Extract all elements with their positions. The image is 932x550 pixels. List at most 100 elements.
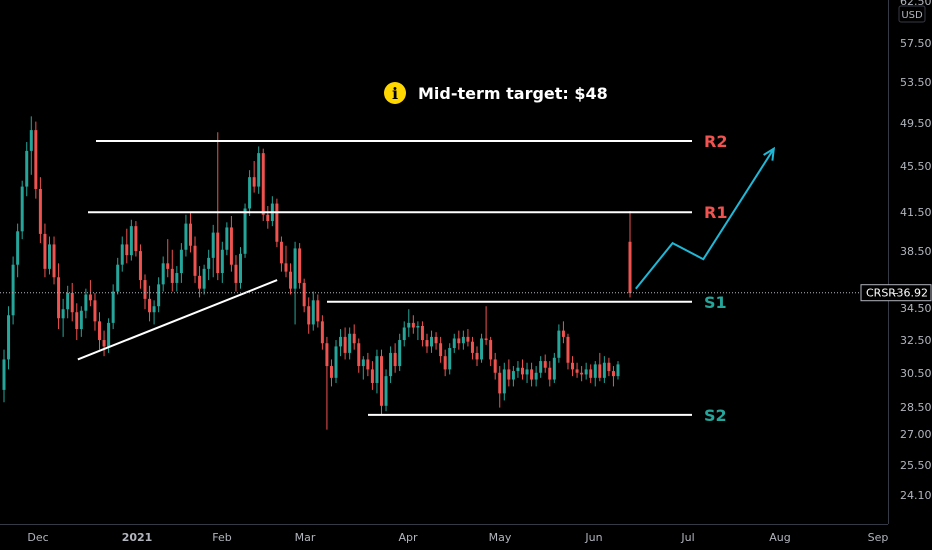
candle-body <box>88 294 92 301</box>
info-icon-glyph: i <box>392 84 398 103</box>
candle-body <box>302 282 306 307</box>
time-tick-label: Feb <box>212 531 231 544</box>
candle <box>120 236 124 272</box>
candle <box>516 361 520 378</box>
candle <box>79 306 83 337</box>
candle-body <box>229 227 233 265</box>
level-label-r1: R1 <box>704 203 727 222</box>
candle-body <box>220 249 224 274</box>
candle <box>611 366 615 387</box>
candle <box>207 249 211 281</box>
candle-body <box>134 226 138 252</box>
candle <box>302 278 306 313</box>
candle <box>470 336 474 360</box>
candle-body <box>239 253 243 283</box>
level-label-r2: R2 <box>704 132 727 151</box>
candle-body <box>84 294 88 311</box>
candle <box>507 359 511 387</box>
candle <box>175 266 179 292</box>
target-annotation[interactable]: i Mid-term target: $48 <box>384 82 608 104</box>
candle <box>152 300 156 325</box>
candle-body <box>580 372 584 375</box>
candle-body <box>93 300 97 322</box>
candle <box>125 228 129 264</box>
candle-body <box>361 359 365 367</box>
candle <box>443 349 447 377</box>
time-tick-label: Apr <box>398 531 418 544</box>
candle <box>38 177 42 244</box>
candle-body <box>2 359 6 390</box>
price-tick-label: 24.10 <box>900 489 932 502</box>
candle <box>257 146 261 194</box>
time-tick-label: May <box>489 531 512 544</box>
candle-body <box>279 241 283 264</box>
candle-body <box>434 336 438 344</box>
time-tick-label: Mar <box>295 531 316 544</box>
candle <box>43 223 47 278</box>
price-axis[interactable]: 62.50 57.50 53.50 49.50 45.50 41.50 38.50 34.50… <box>900 0 932 502</box>
candle-body <box>266 214 270 222</box>
currency-badge <box>898 5 926 23</box>
candle-body <box>425 340 429 347</box>
candle <box>361 356 365 380</box>
candle <box>75 303 79 341</box>
candle <box>275 198 279 248</box>
time-axis[interactable]: Dec 2021 Feb Mar Apr May Jun Jul Aug Sep <box>27 531 888 544</box>
candle <box>298 243 302 289</box>
candle-body <box>170 268 174 283</box>
candle <box>484 306 488 345</box>
candle <box>575 362 579 378</box>
candle-body <box>79 310 83 330</box>
candle-body <box>607 362 611 372</box>
candle <box>70 282 74 322</box>
candle <box>352 324 356 350</box>
candle <box>498 366 502 408</box>
candle-body <box>493 359 497 373</box>
candle-body <box>47 244 51 269</box>
candle-body <box>561 330 565 337</box>
price-tick-label: 57.50 <box>900 37 932 50</box>
candle-body <box>375 356 379 383</box>
candle-body <box>325 343 329 367</box>
candle <box>289 263 293 295</box>
projection-path[interactable] <box>635 148 775 290</box>
candle <box>329 359 333 387</box>
candle-body <box>38 188 42 234</box>
candle-body <box>398 340 402 367</box>
time-tick-label: Jun <box>584 531 602 544</box>
candle-body <box>43 233 47 269</box>
candle-body <box>216 232 220 274</box>
candle-body <box>475 352 479 360</box>
candle <box>452 333 456 353</box>
candle-body <box>575 369 579 373</box>
candle <box>571 356 575 377</box>
candle <box>170 249 174 292</box>
price-tick-label: 32.50 <box>900 334 932 347</box>
candle-body <box>102 340 106 347</box>
price-tick-label: 45.50 <box>900 160 932 173</box>
candle <box>480 333 484 363</box>
info-icon <box>384 82 406 104</box>
candle-body <box>334 346 338 378</box>
candle-body <box>29 130 33 151</box>
candle <box>552 352 556 383</box>
candle <box>143 274 147 310</box>
candle <box>239 247 243 289</box>
candle <box>461 330 465 350</box>
price-tick-label: 38.50 <box>900 245 932 258</box>
candle <box>193 236 197 283</box>
candle-body <box>593 364 597 378</box>
candle <box>184 214 188 257</box>
candle <box>539 356 543 378</box>
candle-body <box>343 336 347 353</box>
candle <box>389 346 393 383</box>
price-tick-label: 27.00 <box>900 428 932 441</box>
price-tag-separator: – <box>893 287 899 300</box>
candle-body <box>552 357 556 380</box>
candle <box>211 224 215 278</box>
ascending-trendline[interactable] <box>77 279 278 361</box>
candle-body <box>311 300 315 325</box>
candle-body <box>466 336 470 342</box>
